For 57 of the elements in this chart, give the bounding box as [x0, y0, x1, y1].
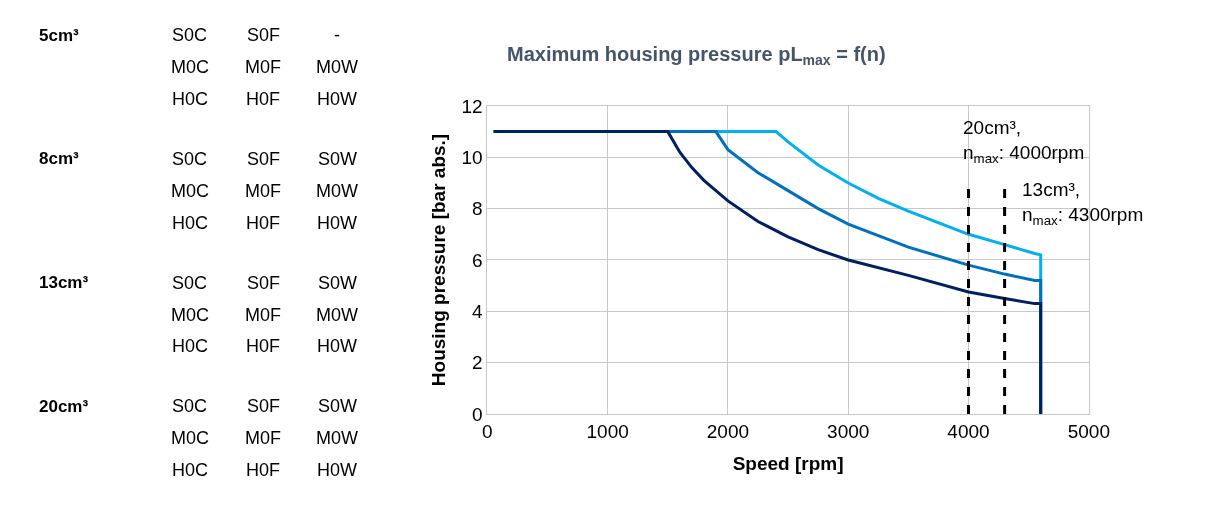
x-tick-label: 1000	[586, 420, 629, 442]
y-tick-label: 6	[471, 249, 483, 271]
text: S0C	[172, 273, 208, 293]
x-tick-label: 4000	[947, 420, 990, 442]
x-tick-label: 3000	[827, 420, 870, 442]
text: H0W	[317, 336, 358, 356]
chart-title: Maximum housing pressure pL$_{max}$ = f(n)	[507, 43, 886, 69]
y-tick-label: 8	[471, 198, 483, 220]
text: S0C	[172, 149, 208, 169]
text: H0W	[317, 460, 358, 480]
text: M0F	[245, 181, 281, 201]
text: M0C	[171, 428, 210, 448]
text: S0W	[318, 273, 358, 293]
y-tick-label: 4	[471, 300, 483, 322]
x-axis-title: Speed [rpm]	[732, 452, 844, 474]
text: M0W	[316, 305, 358, 325]
text: M0F	[245, 428, 281, 448]
text: S0W	[318, 149, 358, 169]
text: S0F	[247, 396, 281, 416]
text: H0C	[172, 336, 209, 356]
text: 20cm³	[39, 397, 89, 416]
text: S0C	[172, 25, 208, 45]
text: H0F	[246, 336, 281, 356]
text: M0W	[316, 428, 358, 448]
text: M0W	[316, 181, 358, 201]
text: S0C	[172, 396, 208, 416]
text: M0W	[316, 57, 358, 77]
text: H0W	[317, 213, 358, 233]
text: S0F	[247, 273, 281, 293]
text: H0F	[246, 213, 281, 233]
ref-line-label: 13cm³, n$_{max}$: 4300rpm	[1022, 179, 1144, 228]
y-tick-label: 10	[461, 146, 483, 168]
y-tick-label: 2	[471, 352, 483, 374]
text: 13cm³	[39, 273, 89, 292]
text: M0C	[171, 181, 210, 201]
ref-line-label: 20cm³, n$_{max}$: 4000rpm	[963, 117, 1085, 166]
text: 8cm³	[39, 149, 80, 168]
x-tick-label: 5000	[1067, 420, 1110, 442]
text: S0W	[318, 396, 358, 416]
text: S0F	[247, 25, 281, 45]
text: H0C	[172, 89, 209, 109]
text: -	[334, 25, 340, 45]
y-tick-label: 0	[471, 403, 483, 425]
text: M0C	[171, 305, 210, 325]
text: H0C	[172, 213, 209, 233]
text: H0W	[317, 89, 358, 109]
text: H0F	[246, 460, 281, 480]
x-tick-label: 2000	[706, 420, 750, 442]
text: H0C	[172, 460, 209, 480]
text: M0F	[245, 305, 281, 325]
text: H0F	[246, 89, 281, 109]
text: M0C	[171, 57, 210, 77]
y-axis-title: Housing pressure [bar abs.]	[428, 133, 450, 387]
text: S0F	[247, 149, 281, 169]
text: M0F	[245, 57, 281, 77]
y-tick-label: 12	[461, 95, 483, 117]
text: 5cm³	[39, 26, 80, 45]
